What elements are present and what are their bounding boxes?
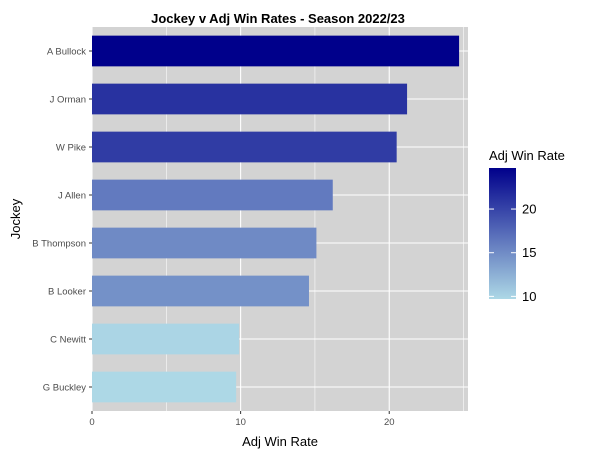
x-axis-title: Adj Win Rate [242, 434, 318, 449]
bar [92, 131, 397, 163]
y-tick-label: B Looker [48, 287, 86, 298]
x-tick-label: 0 [89, 417, 94, 428]
bar [92, 35, 460, 67]
y-tick-label: C Newitt [50, 335, 86, 346]
bar [92, 323, 240, 355]
y-tick-label: G Buckley [43, 383, 87, 394]
bar [92, 371, 237, 403]
y-tick-label: J Orman [50, 95, 86, 106]
y-tick-label: J Allen [58, 191, 86, 202]
x-tick-label: 10 [235, 417, 246, 428]
chart-title: Jockey v Adj Win Rates - Season 2022/23 [151, 11, 405, 26]
y-axis: A Bullock J Orman W Pike J Allen B Thompson B… [32, 47, 92, 394]
bar [92, 83, 408, 115]
bar [92, 179, 333, 211]
bar [92, 275, 309, 307]
x-tick-label: 20 [384, 417, 395, 428]
legend-color-bar [489, 168, 516, 299]
y-tick-label: A Bullock [47, 47, 86, 58]
legend-tick-label: 15 [522, 245, 536, 260]
legend-tick-label: 10 [522, 289, 536, 304]
bar [92, 227, 317, 259]
legend-tick-label: 20 [522, 202, 536, 217]
legend-title: Adj Win Rate [489, 148, 565, 163]
y-axis-title: Jockey [8, 198, 23, 239]
x-axis: 0 10 20 [89, 411, 395, 428]
legend-ticks: 10 15 20 [489, 202, 536, 304]
bars [92, 35, 460, 403]
color-legend: Adj Win Rate 10 15 20 [489, 148, 565, 304]
y-tick-label: B Thompson [32, 239, 86, 250]
y-tick-label: W Pike [56, 143, 86, 154]
